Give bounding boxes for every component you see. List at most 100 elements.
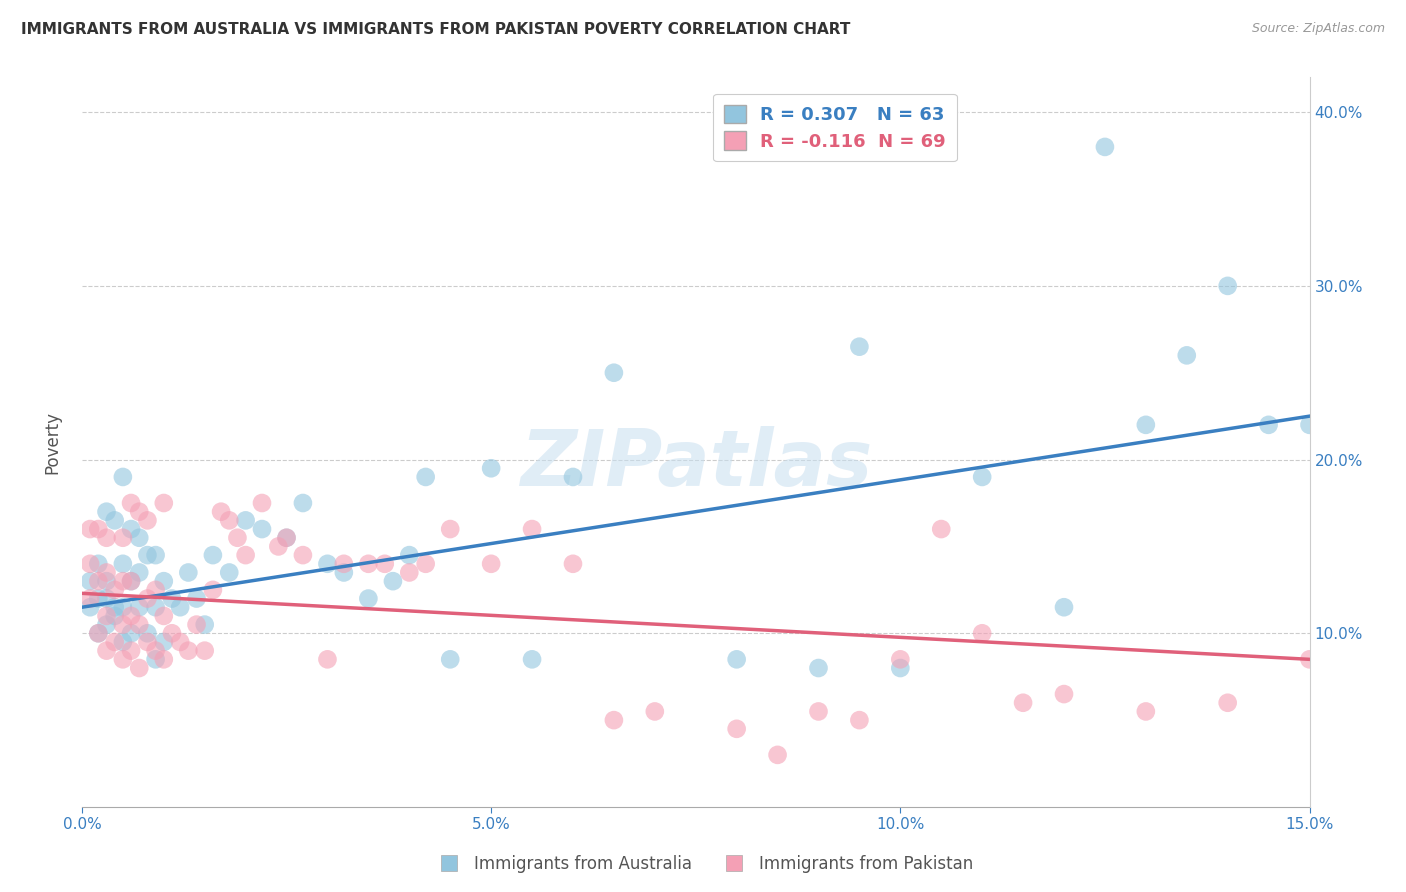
Point <box>120 574 142 589</box>
Point <box>111 470 134 484</box>
Point <box>87 522 110 536</box>
Point <box>111 574 134 589</box>
Text: IMMIGRANTS FROM AUSTRALIA VS IMMIGRANTS FROM PAKISTAN POVERTY CORRELATION CHART: IMMIGRANTS FROM AUSTRALIA VS IMMIGRANTS … <box>21 22 851 37</box>
Point <box>186 617 208 632</box>
Point <box>96 591 118 606</box>
Point <box>120 643 142 657</box>
Point <box>562 470 585 484</box>
Point <box>169 600 191 615</box>
Point <box>136 548 159 562</box>
Point <box>250 496 273 510</box>
Point <box>415 470 437 484</box>
Point <box>136 513 159 527</box>
Point <box>520 652 543 666</box>
Point <box>381 574 404 589</box>
Point <box>96 505 118 519</box>
Point <box>87 626 110 640</box>
Point <box>291 496 314 510</box>
Point <box>128 661 150 675</box>
Point <box>398 566 420 580</box>
Point <box>267 540 290 554</box>
Point <box>972 626 994 640</box>
Point <box>562 557 585 571</box>
Point <box>479 557 502 571</box>
Point <box>479 461 502 475</box>
Point <box>111 557 134 571</box>
Point <box>79 557 101 571</box>
Point <box>439 522 461 536</box>
Point <box>209 505 232 519</box>
Point <box>1135 417 1157 432</box>
Point <box>415 557 437 571</box>
Point <box>136 626 159 640</box>
Point <box>79 600 101 615</box>
Point <box>104 600 127 615</box>
Point <box>603 366 626 380</box>
Point <box>186 591 208 606</box>
Point <box>644 705 666 719</box>
Point <box>145 548 167 562</box>
Point <box>929 522 952 536</box>
Point <box>128 531 150 545</box>
Point <box>120 574 142 589</box>
Point <box>357 591 380 606</box>
Point <box>848 340 870 354</box>
Point <box>177 643 200 657</box>
Point <box>1094 140 1116 154</box>
Point <box>79 574 101 589</box>
Point <box>128 505 150 519</box>
Point <box>603 713 626 727</box>
Point <box>111 600 134 615</box>
Point <box>1053 600 1076 615</box>
Point <box>520 522 543 536</box>
Point <box>104 513 127 527</box>
Point <box>1216 278 1239 293</box>
Point <box>128 617 150 632</box>
Point <box>111 531 134 545</box>
Point <box>1298 417 1320 432</box>
Point <box>333 557 356 571</box>
Point <box>226 531 249 545</box>
Y-axis label: Poverty: Poverty <box>44 410 60 474</box>
Point <box>316 557 339 571</box>
Point <box>152 635 174 649</box>
Point <box>725 652 748 666</box>
Point <box>398 548 420 562</box>
Point <box>889 652 911 666</box>
Point <box>374 557 396 571</box>
Point <box>111 652 134 666</box>
Point <box>96 566 118 580</box>
Point <box>136 591 159 606</box>
Point <box>160 591 183 606</box>
Point <box>152 608 174 623</box>
Point <box>104 608 127 623</box>
Point <box>194 617 217 632</box>
Point <box>291 548 314 562</box>
Point <box>111 635 134 649</box>
Point <box>79 522 101 536</box>
Point <box>250 522 273 536</box>
Point <box>152 496 174 510</box>
Point <box>218 566 240 580</box>
Point <box>145 600 167 615</box>
Point <box>87 574 110 589</box>
Point <box>1216 696 1239 710</box>
Point <box>96 643 118 657</box>
Point <box>169 635 191 649</box>
Point <box>145 643 167 657</box>
Point <box>1257 417 1279 432</box>
Point <box>807 661 830 675</box>
Point <box>725 722 748 736</box>
Point <box>111 617 134 632</box>
Point <box>333 566 356 580</box>
Point <box>766 747 789 762</box>
Point <box>235 548 257 562</box>
Legend: R = 0.307   N = 63, R = -0.116  N = 69: R = 0.307 N = 63, R = -0.116 N = 69 <box>713 94 956 161</box>
Point <box>807 705 830 719</box>
Text: ZIPatlas: ZIPatlas <box>520 426 872 502</box>
Point <box>1135 705 1157 719</box>
Point <box>87 626 110 640</box>
Point <box>439 652 461 666</box>
Point <box>201 548 224 562</box>
Point <box>1175 348 1198 362</box>
